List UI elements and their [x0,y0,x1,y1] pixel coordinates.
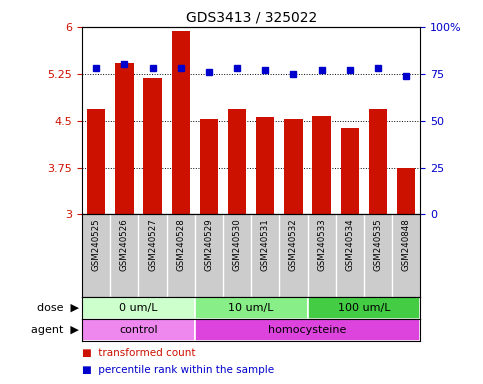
Bar [82,319,195,341]
Bar [195,319,420,341]
Text: GSM240529: GSM240529 [204,218,213,271]
Bar [171,31,190,215]
Bar [256,117,274,215]
Text: GSM240532: GSM240532 [289,218,298,271]
Bar [87,109,105,215]
Bar [143,78,162,215]
Text: 100 um/L: 100 um/L [338,303,390,313]
Bar [369,109,387,215]
Bar [228,109,246,215]
Text: homocysteine: homocysteine [269,325,347,335]
Bar [284,119,302,215]
Text: dose  ▶: dose ▶ [37,303,79,313]
Text: GSM240527: GSM240527 [148,218,157,271]
Text: 0 um/L: 0 um/L [119,303,158,313]
Bar [313,116,331,215]
Text: agent  ▶: agent ▶ [31,325,79,335]
Text: GSM240533: GSM240533 [317,218,326,271]
Text: ■  percentile rank within the sample: ■ percentile rank within the sample [82,366,274,376]
Bar [195,296,308,319]
Title: GDS3413 / 325022: GDS3413 / 325022 [185,10,317,24]
Bar [397,167,415,215]
Text: GSM240525: GSM240525 [92,218,100,271]
Text: ■  transformed count: ■ transformed count [82,348,196,358]
Text: GSM240526: GSM240526 [120,218,129,271]
Bar [200,119,218,215]
Bar [82,296,195,319]
Text: GSM240535: GSM240535 [373,218,383,271]
Text: GSM240848: GSM240848 [402,218,411,271]
Text: GSM240534: GSM240534 [345,218,354,271]
Bar [115,63,133,215]
Text: GSM240530: GSM240530 [233,218,242,271]
Text: 10 um/L: 10 um/L [228,303,274,313]
Text: GSM240528: GSM240528 [176,218,185,271]
Bar [341,128,359,215]
Bar [308,296,420,319]
Text: GSM240531: GSM240531 [261,218,270,271]
Text: control: control [119,325,158,335]
